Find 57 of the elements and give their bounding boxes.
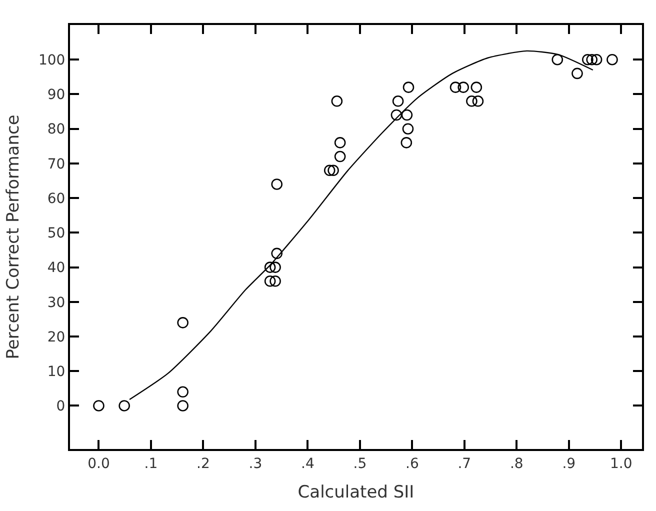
y-tick-label: 80 [47,122,66,138]
y-tick-label: 20 [47,329,66,346]
point [458,82,469,93]
point [450,82,462,93]
y-tick-label: 100 [38,52,66,69]
point [270,262,281,273]
point [270,275,281,287]
point [177,317,188,328]
point [606,54,618,66]
point [390,109,402,121]
point [177,400,188,412]
x-axis-title: Calculated SII [298,482,414,503]
x-tick-label: .7 [458,456,472,472]
x-tick-label: .6 [405,456,419,472]
point [118,400,130,412]
point [472,96,484,107]
x-tick-label: .3 [248,456,262,472]
point [572,68,583,80]
y-axis-title: Percent Correct Performance [4,114,24,360]
x-tick-label: .5 [353,456,367,472]
point [271,178,283,190]
point [400,137,412,148]
point [264,275,276,287]
point [324,164,336,176]
point [177,386,188,398]
point [334,137,346,148]
point [466,96,478,107]
y-tick-label: 0 [56,398,66,415]
point [93,400,104,412]
x-tick-label: .1 [144,456,158,472]
point [402,123,414,134]
y-tick-label: 50 [47,226,66,242]
point [590,54,602,66]
point [586,54,598,66]
y-tick-label: 90 [47,87,66,104]
point [334,150,346,162]
point [392,96,404,107]
x-tick-label: .8 [510,456,524,472]
point [264,262,276,273]
point [328,164,339,176]
x-tick-label: .4 [301,456,314,472]
y-tick-label: 40 [47,260,66,276]
x-tick-label: 1.0 [610,456,632,472]
y-tick-label: 60 [47,190,66,207]
point [401,109,413,121]
point [552,54,564,66]
point [582,54,594,66]
y-tick-label: 10 [47,364,66,380]
y-tick-label: 70 [47,156,66,172]
x-tick-label: .9 [562,456,576,472]
x-tick-label: .2 [196,456,210,472]
point [470,82,482,93]
point [271,248,283,260]
point [402,82,414,93]
point [331,96,343,107]
y-tick-label: 30 [47,294,66,311]
x-tick-label: 0.0 [88,456,110,472]
